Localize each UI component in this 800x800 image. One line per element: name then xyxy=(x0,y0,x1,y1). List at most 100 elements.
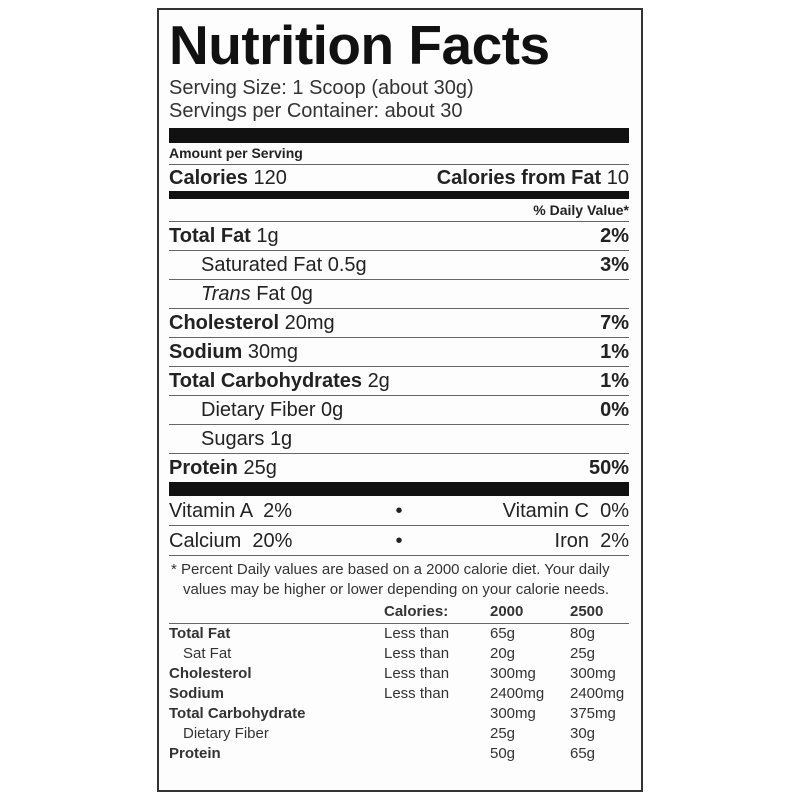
reference-2500: 300mg xyxy=(570,665,616,682)
reference-2500: 30g xyxy=(570,725,596,742)
reference-nutrient: Total Carbohydrate xyxy=(169,705,306,722)
reference-row: Dietary Fiber 25g 30g xyxy=(169,724,629,744)
footnote: * Percent Daily values are based on a 20… xyxy=(171,561,610,598)
bullet: • xyxy=(395,499,403,522)
thick-divider xyxy=(169,482,629,496)
medium-divider xyxy=(169,191,629,199)
nutrient-label: Dietary Fiber xyxy=(201,399,316,421)
reference-header-cell: 2500 xyxy=(570,600,629,624)
nutrient-row: Trans Fat 0g xyxy=(169,280,629,309)
nutrient-daily-value: 50% xyxy=(588,457,629,479)
nutrient-list: Total Fat 1g 2% Saturated Fat 0.5g 3% Trans … xyxy=(169,222,629,482)
reference-table: Calories: 2000 2500 Total Fat Less than 65g 80… xyxy=(169,600,629,764)
nutrient-daily-value: 7% xyxy=(600,312,629,334)
nutrient-name: Dietary Fiber 0g xyxy=(169,398,343,422)
nutrient-daily-value: 0% xyxy=(600,399,629,421)
daily-value-header: % Daily Value* xyxy=(169,199,629,222)
vitamin-left: Vitamin A 2% xyxy=(169,499,293,522)
reference-2500: 25g xyxy=(570,645,596,662)
nutrient-label: Cholesterol xyxy=(169,312,280,334)
nutrition-facts-label: Nutrition Facts Serving Size: 1 Scoop (a… xyxy=(157,8,643,792)
nutrient-name: Sugars 1g xyxy=(169,427,292,451)
reference-qualifier: Less than xyxy=(384,625,450,642)
reference-row: Protein 50g 65g xyxy=(169,744,629,764)
nutrient-name: Protein 25g xyxy=(169,456,277,480)
reference-nutrient: Total Fat xyxy=(169,625,231,642)
nutrient-label: Sugars xyxy=(201,428,265,450)
nutrient-amount: 0g xyxy=(321,399,344,421)
nutrient-amount: 2g xyxy=(367,370,390,392)
vitamin-list: Vitamin A 2% • Vitamin C 0% Calcium 20% • Iro… xyxy=(169,496,629,556)
reference-nutrient: Sat Fat xyxy=(183,645,232,662)
nutrient-amount: 1g xyxy=(256,225,279,247)
nutrient-name: Total Fat 1g xyxy=(169,224,279,248)
reference-nutrient: Sodium xyxy=(169,685,224,702)
nutrient-daily-value: 2% xyxy=(600,225,629,247)
servings-per-container: Servings per Container: about 30 xyxy=(169,100,463,122)
vitamin-row: Calcium 20% • Iron 2% xyxy=(169,526,629,556)
nutrient-label: Sodium xyxy=(169,341,243,363)
amount-per-serving: Amount per Serving xyxy=(169,143,629,165)
reference-row: Cholesterol Less than 300mg 300mg xyxy=(169,664,629,684)
nutrient-amount: 20mg xyxy=(284,312,335,334)
nutrient-suffix: Fat xyxy=(256,283,286,305)
nutrient-amount: 30mg xyxy=(247,341,298,363)
reference-row: Total Fat Less than 65g 80g xyxy=(169,624,629,645)
reference-2000: 2400mg xyxy=(490,685,545,702)
nutrient-row: Cholesterol 20mg 7% xyxy=(169,309,629,338)
reference-header-cell xyxy=(169,600,384,624)
reference-2500: 375mg xyxy=(570,705,616,722)
bullet: • xyxy=(395,529,403,552)
nutrient-row: Sugars 1g xyxy=(169,425,629,454)
nutrient-label: Saturated Fat xyxy=(201,254,323,276)
nutrient-amount: 0.5g xyxy=(327,254,367,276)
reference-qualifier xyxy=(384,744,490,764)
nutrient-prefix: Trans xyxy=(201,283,251,305)
nutrient-name: Total Carbohydrates 2g xyxy=(169,369,390,393)
nutrient-amount: 25g xyxy=(243,457,277,479)
nutrient-row: Sodium 30mg 1% xyxy=(169,338,629,367)
calories-value: 120 xyxy=(253,167,287,189)
nutrient-daily-value: 3% xyxy=(600,254,629,276)
reference-2000: 20g xyxy=(490,645,516,662)
reference-nutrient: Dietary Fiber xyxy=(183,725,269,742)
vitamin-row: Vitamin A 2% • Vitamin C 0% xyxy=(169,496,629,526)
reference-qualifier xyxy=(384,724,490,744)
reference-2000: 300mg xyxy=(490,665,536,682)
reference-2000: 65g xyxy=(490,625,516,642)
calories-label: Calories xyxy=(169,167,248,189)
calories-fat-label: Calories from Fat xyxy=(436,167,602,189)
nutrient-daily-value: 1% xyxy=(600,370,629,392)
reference-2500: 65g xyxy=(570,745,596,762)
nutrient-daily-value: 1% xyxy=(600,341,629,363)
nutrient-row: Protein 25g 50% xyxy=(169,454,629,482)
reference-row: Sodium Less than 2400mg 2400mg xyxy=(169,684,629,704)
calories-fat-value: 10 xyxy=(606,167,629,189)
reference-qualifier: Less than xyxy=(384,665,450,682)
reference-2000: 25g xyxy=(490,725,516,742)
reference-2500: 80g xyxy=(570,625,596,642)
nutrient-name: Trans Fat 0g xyxy=(169,282,313,306)
nutrient-name: Sodium 30mg xyxy=(169,340,298,364)
nutrient-label: Total Fat xyxy=(169,225,251,247)
nutrient-row: Total Carbohydrates 2g 1% xyxy=(169,367,629,396)
reference-nutrient: Cholesterol xyxy=(169,665,252,682)
reference-2000: 300mg xyxy=(490,705,536,722)
reference-header-cell: Calories: xyxy=(384,600,490,624)
nutrient-label: Protein xyxy=(169,457,238,479)
reference-header: Calories: 2000 2500 xyxy=(169,600,629,624)
nutrient-row: Total Fat 1g 2% xyxy=(169,222,629,251)
nutrient-row: Dietary Fiber 0g 0% xyxy=(169,396,629,425)
reference-qualifier: Less than xyxy=(384,645,450,662)
reference-row: Total Carbohydrate 300mg 375mg xyxy=(169,704,629,724)
reference-qualifier xyxy=(384,704,490,724)
serving-size: Serving Size: 1 Scoop (about 30g) xyxy=(169,77,474,99)
nutrient-amount: 0g xyxy=(290,283,313,305)
label-title: Nutrition Facts xyxy=(169,14,550,76)
nutrient-name: Cholesterol 20mg xyxy=(169,311,335,335)
nutrient-name: Saturated Fat 0.5g xyxy=(169,253,367,277)
reference-row: Sat Fat Less than 20g 25g xyxy=(169,644,629,664)
vitamin-right: Vitamin C 0% xyxy=(502,499,629,522)
nutrient-amount: 1g xyxy=(269,428,293,450)
reference-header-cell: 2000 xyxy=(490,600,570,624)
